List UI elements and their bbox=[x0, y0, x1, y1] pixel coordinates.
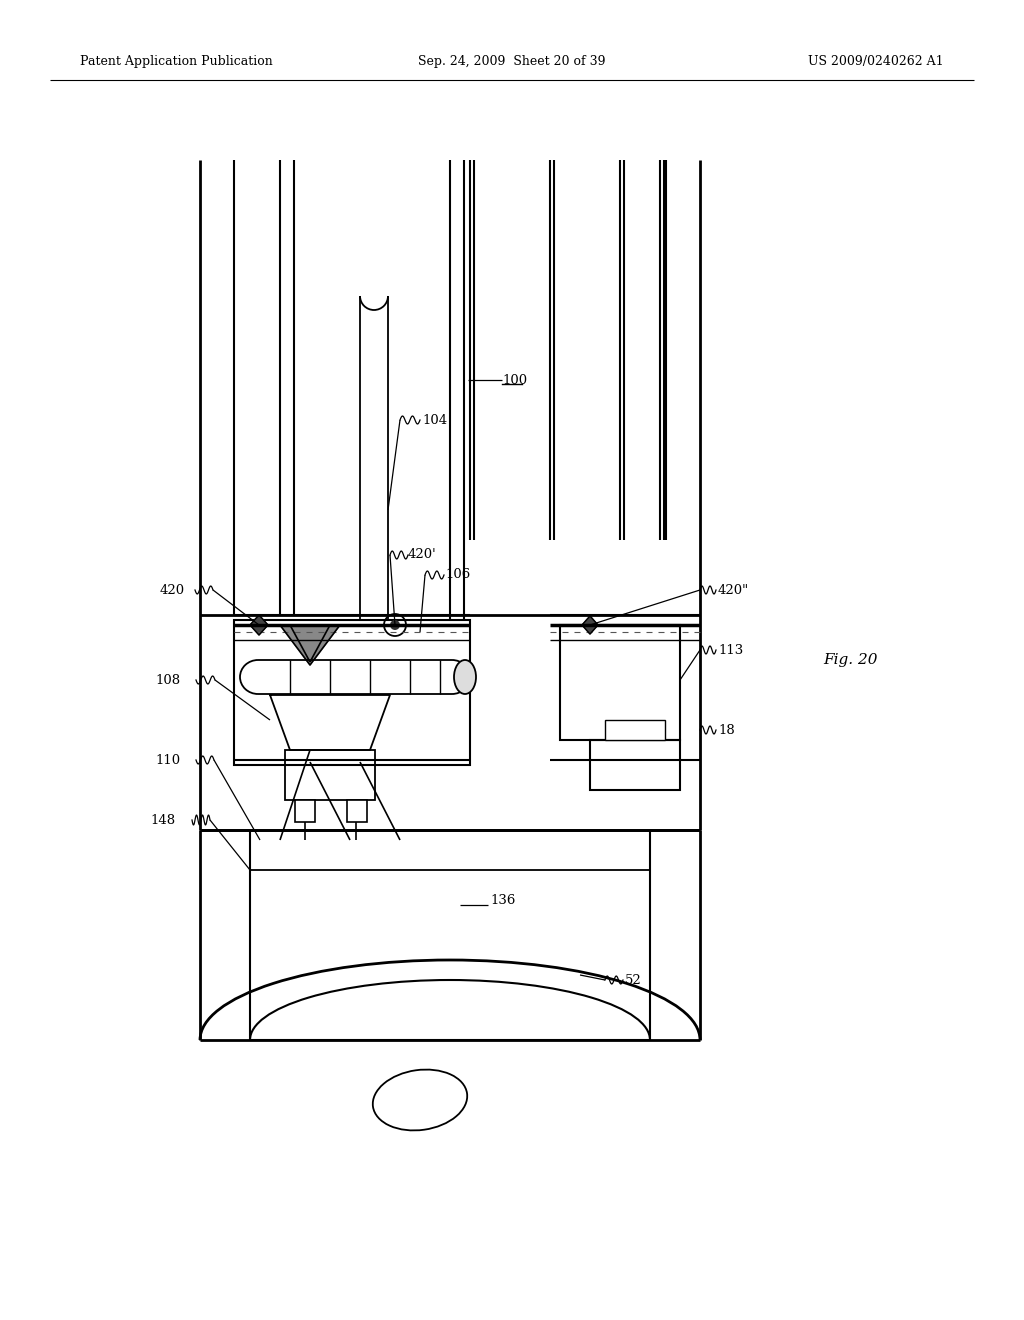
Text: Patent Application Publication: Patent Application Publication bbox=[80, 55, 272, 69]
Text: 136: 136 bbox=[490, 894, 515, 907]
Text: 100: 100 bbox=[502, 374, 527, 387]
Text: Fig. 20: Fig. 20 bbox=[822, 653, 878, 667]
Bar bbox=[295, 800, 315, 822]
Bar bbox=[560, 624, 680, 741]
Bar bbox=[234, 620, 470, 766]
Text: 420": 420" bbox=[718, 583, 750, 597]
Circle shape bbox=[390, 620, 400, 630]
Bar bbox=[605, 719, 665, 741]
Text: 104: 104 bbox=[422, 413, 447, 426]
Polygon shape bbox=[280, 624, 340, 665]
Text: 106: 106 bbox=[445, 569, 470, 582]
Polygon shape bbox=[250, 615, 268, 635]
Text: 52: 52 bbox=[625, 974, 642, 986]
Text: 420': 420' bbox=[408, 549, 437, 561]
Bar bbox=[285, 750, 375, 800]
Text: US 2009/0240262 A1: US 2009/0240262 A1 bbox=[808, 55, 944, 69]
Ellipse shape bbox=[454, 660, 476, 694]
Text: 108: 108 bbox=[155, 673, 180, 686]
Polygon shape bbox=[582, 616, 598, 634]
Text: 113: 113 bbox=[718, 644, 743, 656]
Ellipse shape bbox=[373, 1069, 467, 1130]
Text: Sep. 24, 2009  Sheet 20 of 39: Sep. 24, 2009 Sheet 20 of 39 bbox=[418, 55, 606, 69]
Text: 148: 148 bbox=[150, 813, 175, 826]
Text: 18: 18 bbox=[718, 723, 735, 737]
Bar bbox=[347, 800, 367, 822]
Text: 420: 420 bbox=[160, 583, 185, 597]
Text: 110: 110 bbox=[155, 754, 180, 767]
Bar bbox=[590, 741, 680, 789]
